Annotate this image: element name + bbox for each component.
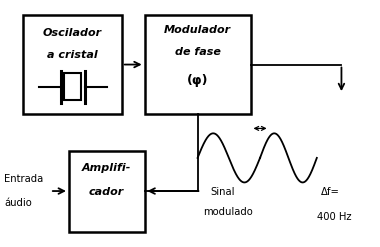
Text: a cristal: a cristal (47, 50, 98, 60)
Text: cador: cador (89, 187, 124, 197)
Bar (24, 15, 122, 114)
Text: de fase: de fase (175, 47, 220, 57)
Text: (φ): (φ) (187, 74, 208, 87)
Text: Entrada: Entrada (5, 174, 44, 184)
Bar (69, 150, 144, 232)
Text: Sinal: Sinal (211, 187, 235, 197)
Text: Amplifi-: Amplifi- (82, 163, 131, 173)
Text: 400 Hz: 400 Hz (317, 212, 352, 222)
Text: modulado: modulado (203, 207, 253, 217)
Text: Modulador: Modulador (164, 25, 231, 35)
Bar (144, 15, 250, 114)
Text: Δf=: Δf= (321, 187, 339, 197)
Text: Oscilador: Oscilador (43, 28, 102, 38)
Text: áudio: áudio (5, 198, 32, 208)
Bar (64, 73, 81, 100)
